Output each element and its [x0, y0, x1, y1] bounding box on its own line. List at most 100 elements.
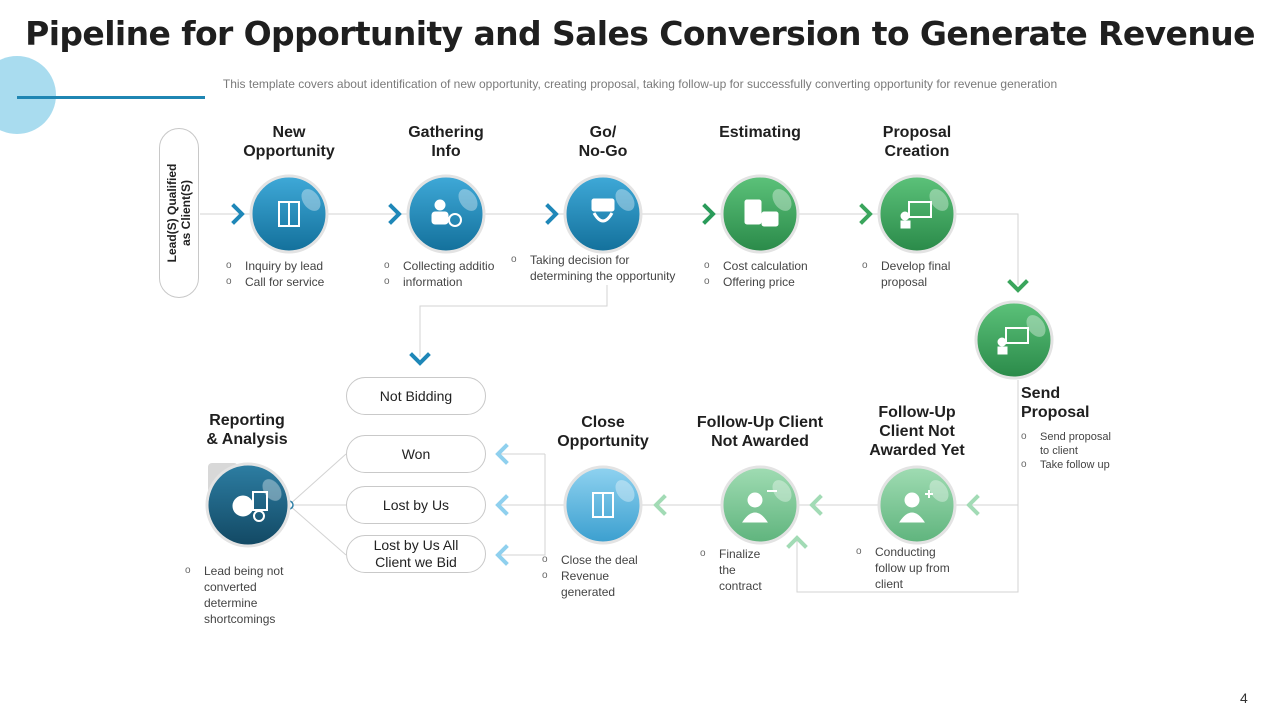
- go-sign-icon: [591, 198, 615, 223]
- bullets-send-proposal: Send proposal to client Take follow up: [1021, 430, 1131, 472]
- stage-title-follow-up-not-awarded: Follow-Up Client Not Awarded: [680, 413, 840, 451]
- door-icon: [278, 201, 300, 227]
- side-label-line1: Lead(S) Qualified: [165, 163, 179, 263]
- lead-qualified-label: Lead(S) Qualified as Client(S): [159, 128, 199, 298]
- outcome-lost-all-clients: Lost by Us All Client we Bid: [346, 535, 486, 573]
- stage-title-line: No-Go: [578, 143, 628, 160]
- stage-title-line: Close: [581, 414, 625, 431]
- stage-title-line: Follow-Up: [878, 404, 956, 421]
- bullet-text: Revenue: [561, 569, 610, 583]
- bullet-text: determine: [204, 596, 258, 610]
- outcome-label-line: Client we Bid: [375, 554, 457, 570]
- stage-title-line: Client Not: [879, 423, 955, 440]
- bullet-item: Send proposal to client: [1021, 430, 1131, 458]
- page-subtitle: This template covers about identificatio…: [222, 77, 1058, 91]
- bullet-item: Finalize the contract: [700, 546, 790, 594]
- stage-title-follow-up-not-awarded-yet: Follow-Up Client Not Awarded Yet: [847, 403, 987, 460]
- bullet-item: Inquiry by lead: [226, 258, 356, 274]
- outcome-label: Lost by Us: [382, 496, 450, 513]
- stage-title-line: Follow-Up Client: [696, 414, 824, 431]
- bullet-item: Lead being not converted determine shortcom…: [185, 563, 305, 627]
- bullet-item: Take follow up: [1021, 458, 1131, 472]
- stage-title-line: Creation: [884, 143, 950, 160]
- stage-title-close-opportunity: Close Opportunity: [533, 413, 673, 451]
- stage-title-line: Info: [431, 143, 461, 160]
- bullet-text: client: [875, 577, 904, 591]
- outcome-label: Lost by Us All Client we Bid: [374, 537, 459, 571]
- bullet-text: Lead being not: [204, 564, 284, 578]
- stage-title-line: New: [272, 124, 306, 141]
- closed-door-icon: [592, 492, 614, 518]
- bullet-item: Collecting additio: [384, 258, 504, 274]
- stage-title-line: Awarded Yet: [869, 442, 965, 459]
- bullet-item: information: [384, 274, 504, 290]
- bullets-reporting-analysis: Lead being not converted determine shortcom…: [185, 563, 305, 627]
- bullets-estimating: Cost calculation Offering price: [704, 258, 834, 290]
- stage-title-new-opportunity: New Opportunity: [219, 123, 359, 161]
- bullets-gathering-info: Collecting additio information: [384, 258, 504, 290]
- stage-title-line: & Analysis: [206, 431, 288, 448]
- bullet-text: Finalize: [719, 547, 761, 561]
- stage-title-line: Opportunity: [243, 143, 335, 160]
- bullets-go-no-go: Taking decision for determining the oppor…: [511, 252, 701, 284]
- bullet-text: Develop final: [881, 259, 951, 273]
- outcome-not-bidding: Not Bidding: [346, 377, 486, 415]
- bullet-text: to client: [1040, 445, 1078, 457]
- page-title: Pipeline for Opportunity and Sales Conve…: [25, 14, 1255, 53]
- calculator-icon: [744, 199, 779, 227]
- bullet-text: contract: [719, 579, 762, 593]
- outcome-lost-by-us: Lost by Us: [346, 486, 486, 524]
- presentation-icon: [900, 201, 932, 229]
- stage-title-proposal-creation: Proposal Creation: [847, 123, 987, 161]
- stage-title-line: Go/: [589, 124, 617, 141]
- stage-title-line: Opportunity: [557, 433, 649, 450]
- outcome-won: Won: [346, 435, 486, 473]
- report-chart-icon: [232, 491, 268, 522]
- bullet-item: Offering price: [704, 274, 834, 290]
- bullet-item: Taking decision for determining the oppor…: [511, 252, 701, 284]
- stage-title-line: Proposal: [882, 124, 952, 141]
- bullet-text: Send proposal: [1040, 431, 1111, 443]
- stage-title-line: Send: [1021, 385, 1061, 402]
- outcome-label-line: Lost by Us All: [373, 537, 459, 553]
- bullet-item: Revenue generated: [542, 568, 662, 600]
- page-number: 4: [1240, 690, 1248, 706]
- bullet-text: determining the opportunity: [530, 269, 676, 283]
- stage-title-line: Not Awarded: [711, 433, 809, 450]
- bullet-text: Conducting: [875, 545, 936, 559]
- bullet-item: Develop final proposal: [862, 258, 972, 290]
- bullets-follow-up-not-awarded: Finalize the contract: [700, 546, 790, 594]
- bullet-item: Call for service: [226, 274, 356, 290]
- stage-title-send-proposal: Send Proposal: [1021, 384, 1111, 422]
- bullet-item: Close the deal: [542, 552, 662, 568]
- outcome-label: Won: [401, 445, 431, 462]
- side-label-line2: as Client(S): [179, 180, 193, 247]
- bullet-text: shortcomings: [204, 612, 276, 626]
- bullet-text: converted: [204, 580, 257, 594]
- bullets-close-opportunity: Close the deal Revenue generated: [542, 552, 662, 600]
- bullet-text: follow up from: [875, 561, 950, 575]
- bullets-follow-up-not-awarded-yet: Conducting follow up from client: [856, 544, 976, 592]
- bullet-item: Cost calculation: [704, 258, 834, 274]
- stage-title-gathering-info: Gathering Info: [376, 123, 516, 161]
- bullets-proposal-creation: Develop final proposal: [862, 258, 972, 290]
- info-person-icon: [431, 199, 462, 227]
- decorative-line: [17, 96, 205, 99]
- bullet-text: proposal: [881, 275, 928, 289]
- stage-title-line: Reporting: [209, 412, 285, 429]
- user-minus-icon: [742, 490, 777, 523]
- bullet-text: generated: [561, 585, 616, 599]
- outcome-label: Not Bidding: [379, 387, 453, 404]
- bullet-text: Taking decision for: [530, 253, 630, 267]
- stage-title-estimating: Estimating: [690, 123, 830, 142]
- stage-title-line: Gathering: [408, 124, 484, 141]
- presentation-icon: [997, 327, 1029, 355]
- bullets-new-opportunity: Inquiry by lead Call for service: [226, 258, 356, 290]
- stage-title-line: Estimating: [719, 124, 801, 141]
- stage-title-go-no-go: Go/ No-Go: [533, 123, 673, 161]
- bullet-text: the: [719, 563, 736, 577]
- stage-title-reporting-analysis: Reporting & Analysis: [177, 411, 317, 449]
- bullet-item: Conducting follow up from client: [856, 544, 976, 592]
- stage-title-line: Proposal: [1021, 404, 1090, 421]
